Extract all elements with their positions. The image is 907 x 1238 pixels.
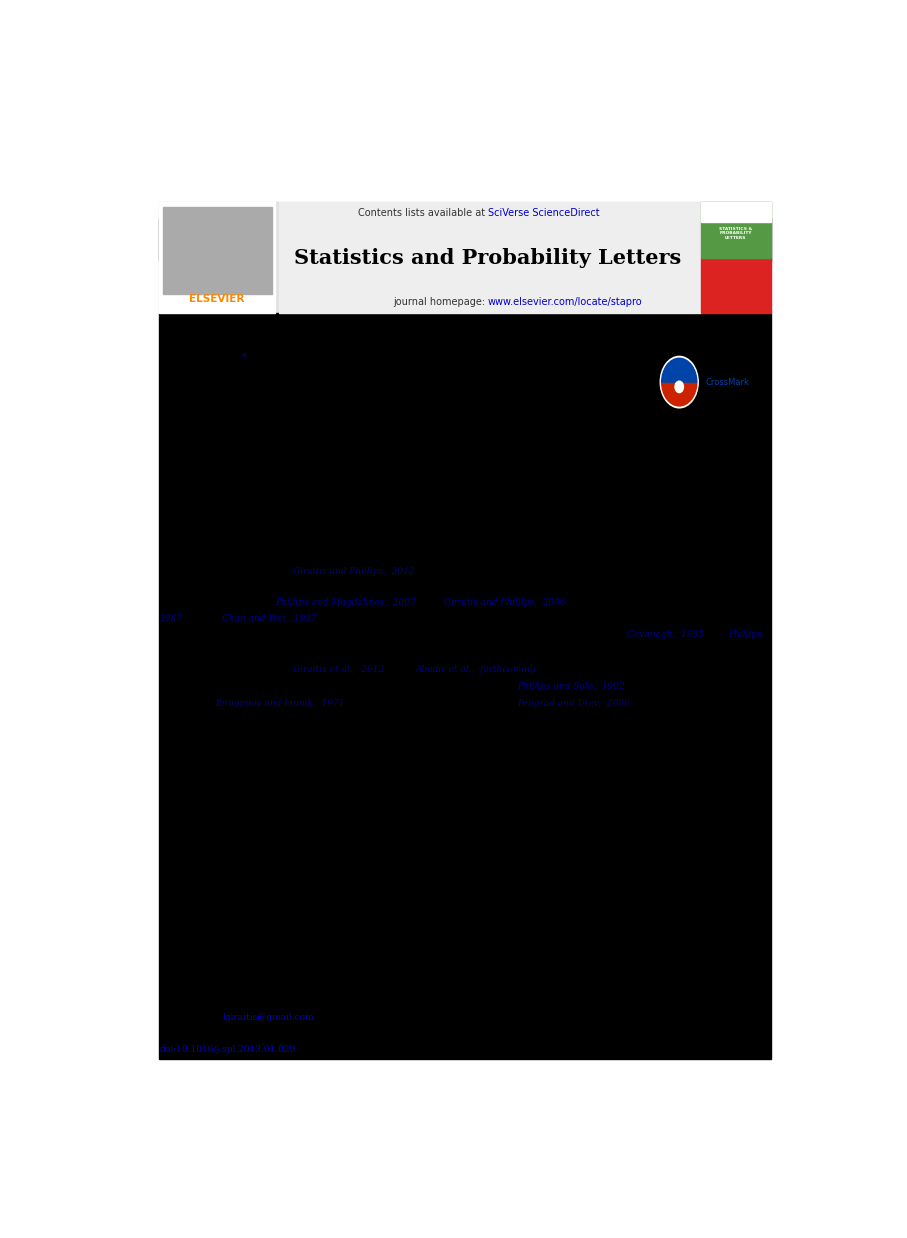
Bar [162, 207, 271, 295]
Bar [159, 202, 275, 313]
Text: Statistics and Probability Letters 83 (2013) 1413-1415: Statistics and Probability Letters 83 (2… [339, 233, 590, 241]
Text: a: a [241, 352, 246, 359]
Text: Chan and Wei,  1987: Chan and Wei, 1987 [222, 614, 317, 623]
Text: Cavanagh,  1985: Cavanagh, 1985 [627, 630, 704, 639]
Text: 1987: 1987 [159, 614, 182, 623]
Bar [701, 202, 771, 258]
Text: Giraitis and Phillips,  2012: Giraitis and Phillips, 2012 [293, 567, 414, 577]
Bar [159, 202, 771, 313]
Bar [159, 313, 771, 1058]
Text: SciVerse ScienceDirect: SciVerse ScienceDirect [488, 208, 600, 218]
Bar [159, 218, 771, 261]
Text: www.elsevier.com/locate/stapro: www.elsevier.com/locate/stapro [488, 297, 643, 307]
Bar [701, 258, 771, 313]
Text: STATISTICS &
PROBABILITY
LETTERS: STATISTICS & PROBABILITY LETTERS [719, 227, 753, 240]
Text: Abadir et al.,  forthcoming: Abadir et al., forthcoming [415, 665, 536, 673]
Text: Peligrad and Utev,  2006: Peligrad and Utev, 2006 [518, 699, 630, 708]
Text: Phillips and Solo,  1992: Phillips and Solo, 1992 [518, 682, 625, 691]
Text: Phillips,: Phillips, [728, 630, 765, 639]
Text: Phillips and Magdalinos,  2007: Phillips and Magdalinos, 2007 [275, 598, 416, 607]
Text: Contents lists available at: Contents lists available at [357, 208, 488, 218]
Text: CrossMark: CrossMark [706, 378, 750, 386]
Circle shape [660, 357, 698, 407]
Text: Giraitis et al.,  2012: Giraitis et al., 2012 [293, 665, 384, 673]
Text: Ibragimov and Linnik,  1971: Ibragimov and Linnik, 1971 [215, 699, 345, 708]
Text: Giraitis and Phillips,  2006: Giraitis and Phillips, 2006 [444, 598, 565, 607]
Text: ELSEVIER: ELSEVIER [190, 293, 245, 305]
Bar [113, 1058, 816, 1102]
Text: journal homepage:: journal homepage: [393, 297, 488, 307]
Text: lgiraitis@gmail.com: lgiraitis@gmail.com [222, 1014, 314, 1023]
Text: doi:10.1016/j.spl.2013.01.029: doi:10.1016/j.spl.2013.01.029 [159, 1045, 296, 1054]
Bar [278, 202, 701, 313]
Circle shape [675, 381, 684, 392]
Wedge shape [662, 383, 697, 406]
Wedge shape [662, 358, 697, 383]
Bar [701, 202, 771, 222]
Text: Statistics and Probability Letters: Statistics and Probability Letters [295, 248, 682, 267]
Bar [113, 149, 816, 202]
